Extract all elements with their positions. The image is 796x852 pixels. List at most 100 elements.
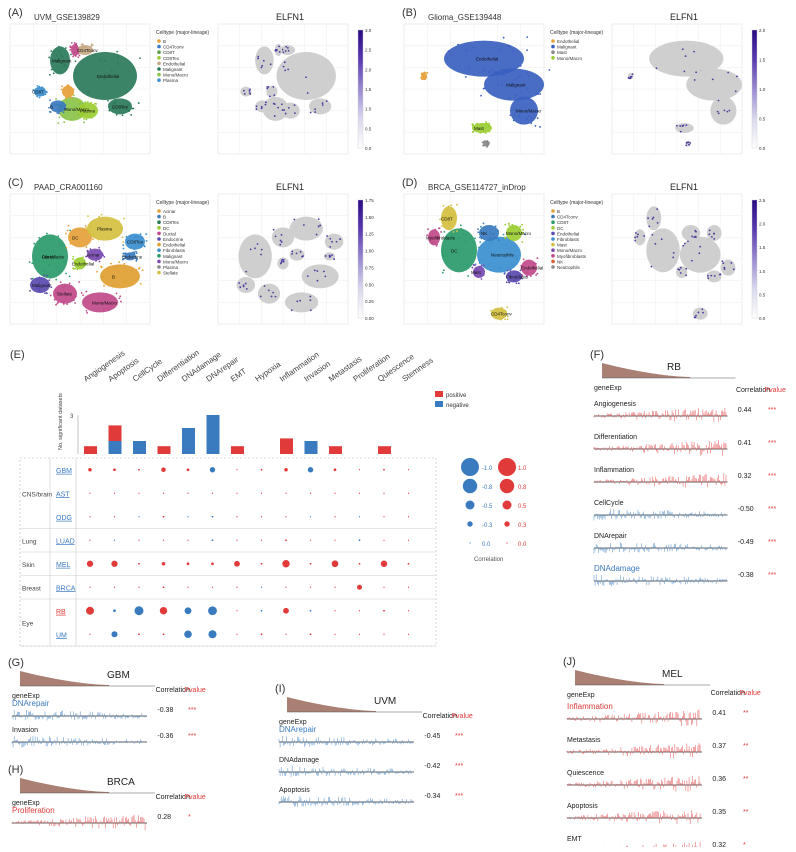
- cell-point: [482, 70, 484, 73]
- cell-point: [440, 231, 443, 233]
- cell-point: [457, 43, 459, 46]
- cell-point: [56, 112, 59, 114]
- cell-point: [38, 85, 41, 88]
- legend-swatch: [551, 242, 555, 247]
- cell-point: [35, 286, 38, 289]
- cell-point: [443, 230, 446, 233]
- cell-point: [480, 264, 483, 267]
- cell-point: [74, 107, 76, 109]
- gene-exp-label: geneExp: [12, 693, 40, 700]
- cell-point: [35, 93, 38, 96]
- cell-point: [124, 252, 127, 255]
- expr-point: [687, 141, 690, 144]
- colorbar-tick: 1.25: [365, 232, 374, 237]
- legend-swatch: [551, 237, 555, 241]
- expr-point: [694, 235, 697, 238]
- cell-point: [128, 110, 131, 112]
- cell-point: [107, 309, 110, 312]
- expr-point: [727, 71, 730, 74]
- state-label: Hypoxia: [253, 359, 282, 383]
- expr-point: [636, 235, 639, 238]
- expr-point: [248, 92, 251, 95]
- umap-title: BRCA_GSE114727_inDrop: [428, 183, 526, 192]
- cell-point: [102, 254, 105, 257]
- cell-point: [84, 46, 87, 49]
- cell-point: [80, 105, 83, 108]
- expr-point: [693, 316, 696, 319]
- cell-point: [478, 236, 481, 239]
- correlation-dot: [407, 633, 410, 635]
- cell-point: [40, 89, 43, 92]
- cell-point: [477, 259, 480, 262]
- expr-point: [266, 87, 269, 90]
- size-legend-pos: [506, 542, 508, 544]
- expr-point: [306, 92, 309, 94]
- cell-point: [468, 66, 471, 69]
- expr-point: [679, 125, 682, 127]
- cell-point: [522, 258, 525, 261]
- cell-point: [84, 102, 87, 105]
- correlation-dot: [159, 607, 168, 615]
- legend-swatch: [551, 248, 555, 252]
- cell-point: [112, 107, 115, 109]
- expr-point: [682, 124, 685, 127]
- legend-label: Mono/Macro: [163, 259, 189, 264]
- expr-point: [718, 273, 721, 276]
- cell-point: [44, 93, 47, 96]
- cell-point: [489, 232, 492, 235]
- track-pvalue: *: [743, 842, 746, 847]
- correlation-dot: [138, 468, 140, 471]
- correlation-dot: [187, 539, 189, 541]
- cell-point: [495, 253, 498, 256]
- size-legend-pos-label: 0.3: [518, 523, 527, 529]
- cluster-label: Endothelial: [521, 266, 543, 271]
- correlation-dot: [138, 539, 140, 541]
- cell-point: [122, 240, 125, 243]
- cell-point: [112, 102, 115, 105]
- cell-point: [477, 231, 480, 234]
- legend-swatch: [551, 265, 555, 269]
- cell-point: [40, 278, 43, 280]
- cell-point: [514, 109, 517, 111]
- cell-point: [476, 122, 478, 125]
- cell-point: [63, 121, 66, 123]
- legend-swatch: [551, 259, 555, 264]
- size-legend-neg: [461, 458, 479, 476]
- track-name: CellCycle: [594, 500, 624, 507]
- expr-point: [685, 267, 688, 270]
- correlation-dot: [161, 467, 166, 472]
- cell-point: [521, 265, 524, 268]
- correlation-dot: [383, 516, 385, 518]
- cell-point: [438, 227, 441, 230]
- cell-point: [473, 274, 476, 276]
- cluster-label: Fibroblasts: [42, 254, 65, 259]
- cell-point: [493, 251, 496, 254]
- cluster-label: Malignant: [506, 83, 526, 88]
- cell-point: [43, 274, 45, 277]
- track-corr: -0.45: [424, 733, 440, 740]
- expr-point: [732, 268, 735, 271]
- track-title: BRCA: [107, 777, 135, 788]
- cell-point: [535, 93, 538, 96]
- expr-point: [321, 104, 324, 106]
- expr-point: [255, 108, 258, 110]
- cell-point: [110, 69, 113, 72]
- expr-point: [627, 76, 630, 79]
- cell-point: [64, 47, 67, 49]
- cell-point: [81, 45, 83, 48]
- cell-point: [89, 230, 92, 233]
- colorbar-tick: 0.0: [365, 146, 372, 151]
- colorbar-tick: 3.0: [365, 28, 372, 33]
- cluster-blob: [77, 45, 93, 55]
- correlation-dot: [113, 492, 116, 494]
- cell-point: [98, 249, 101, 251]
- size-legend-neg: [465, 500, 475, 510]
- cell-point: [85, 114, 88, 117]
- cluster-blob: [124, 252, 136, 261]
- cell-point: [501, 68, 504, 71]
- expr-point: [270, 295, 273, 298]
- panel-letter: (D): [402, 177, 417, 189]
- cell-point: [509, 273, 511, 275]
- track-name: DNArepair: [279, 725, 317, 734]
- cell-point: [74, 55, 77, 57]
